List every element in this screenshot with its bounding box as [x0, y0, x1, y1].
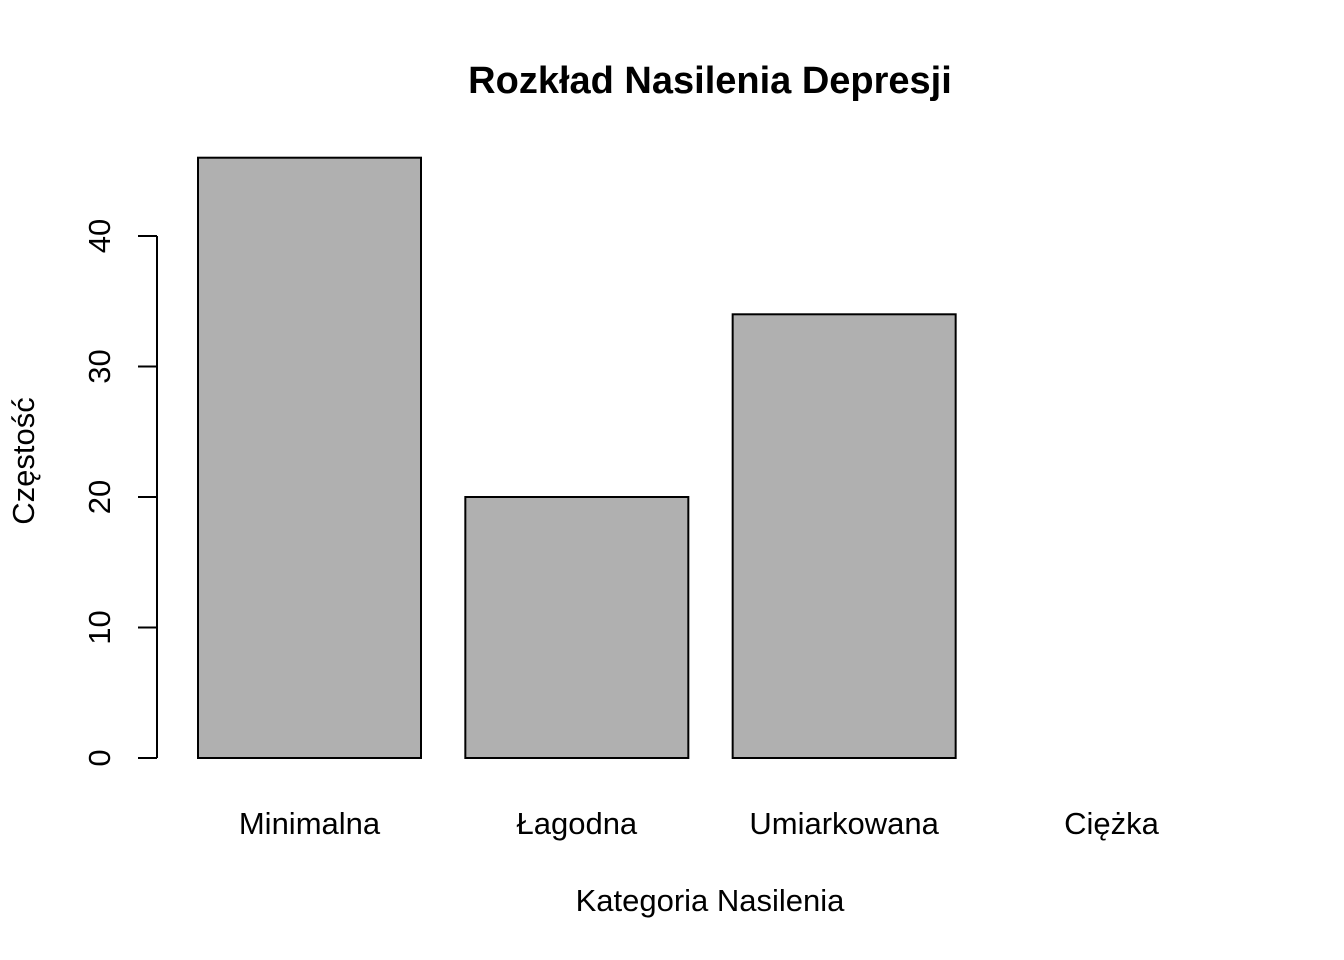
y-axis: 0 10 20 30 40 [82, 219, 158, 767]
y-tick-label: 30 [82, 349, 117, 383]
y-tick-label: 40 [82, 219, 117, 253]
bars [197, 156, 957, 759]
x-tick-label: Ciężka [1064, 806, 1160, 841]
bar [731, 313, 957, 759]
chart-title: Rozkład Nasilenia Depresji [468, 60, 952, 102]
bar [197, 156, 422, 759]
x-tick-label: Minimalna [239, 806, 381, 841]
y-axis-label: Częstość [6, 397, 41, 524]
x-tick-label: Umiarkowana [749, 806, 939, 841]
bar [464, 496, 690, 759]
x-tick-label: Łagodna [516, 806, 637, 841]
y-tick-label: 10 [82, 610, 117, 644]
y-tick-label: 0 [82, 749, 117, 766]
y-tick-label: 20 [82, 480, 117, 514]
x-axis-label: Kategoria Nasilenia [576, 883, 846, 918]
category-labels: Minimalna Łagodna Umiarkowana Ciężka [239, 806, 1160, 841]
